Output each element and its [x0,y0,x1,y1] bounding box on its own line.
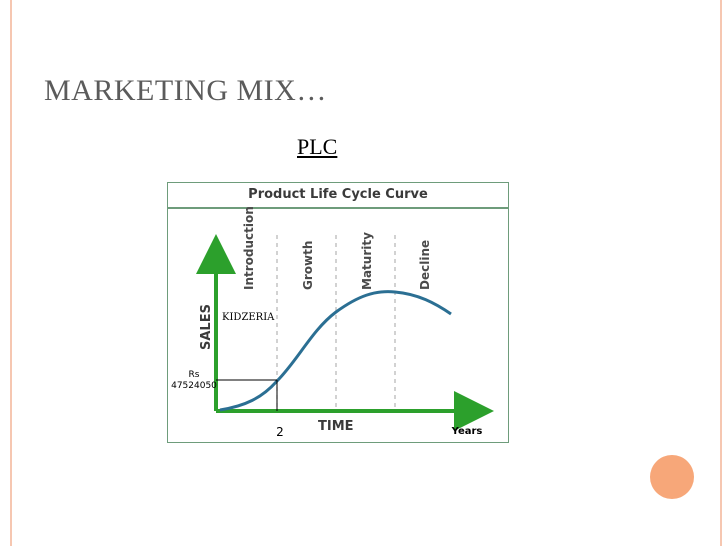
decorative-circle [650,455,694,499]
stage-label-growth: Growth [301,241,315,290]
marker-value-unit: Rs [189,370,200,380]
plc-curve [219,290,452,412]
slide-subtitle: PLC [297,134,338,159]
plc-diagram: Product Life Cycle Curve [167,182,509,443]
stage-label-decline: Decline [418,240,432,290]
marker-x-value: 2 [276,425,284,439]
y-axis-label: SALES [199,304,214,350]
stage-label-introduction: Introduction [242,206,256,290]
x-axis-label: TIME [318,419,354,434]
slide-title: MARKETING MIX… [44,74,327,107]
marker-value: 47524050 [171,381,217,391]
diagram-header: Product Life Cycle Curve [168,183,508,209]
slide-frame [10,0,722,546]
stage-label-maturity: Maturity [360,232,374,290]
x-unit-label: Years [451,426,483,437]
curve-brand-label: KIDZERIA [222,312,275,323]
